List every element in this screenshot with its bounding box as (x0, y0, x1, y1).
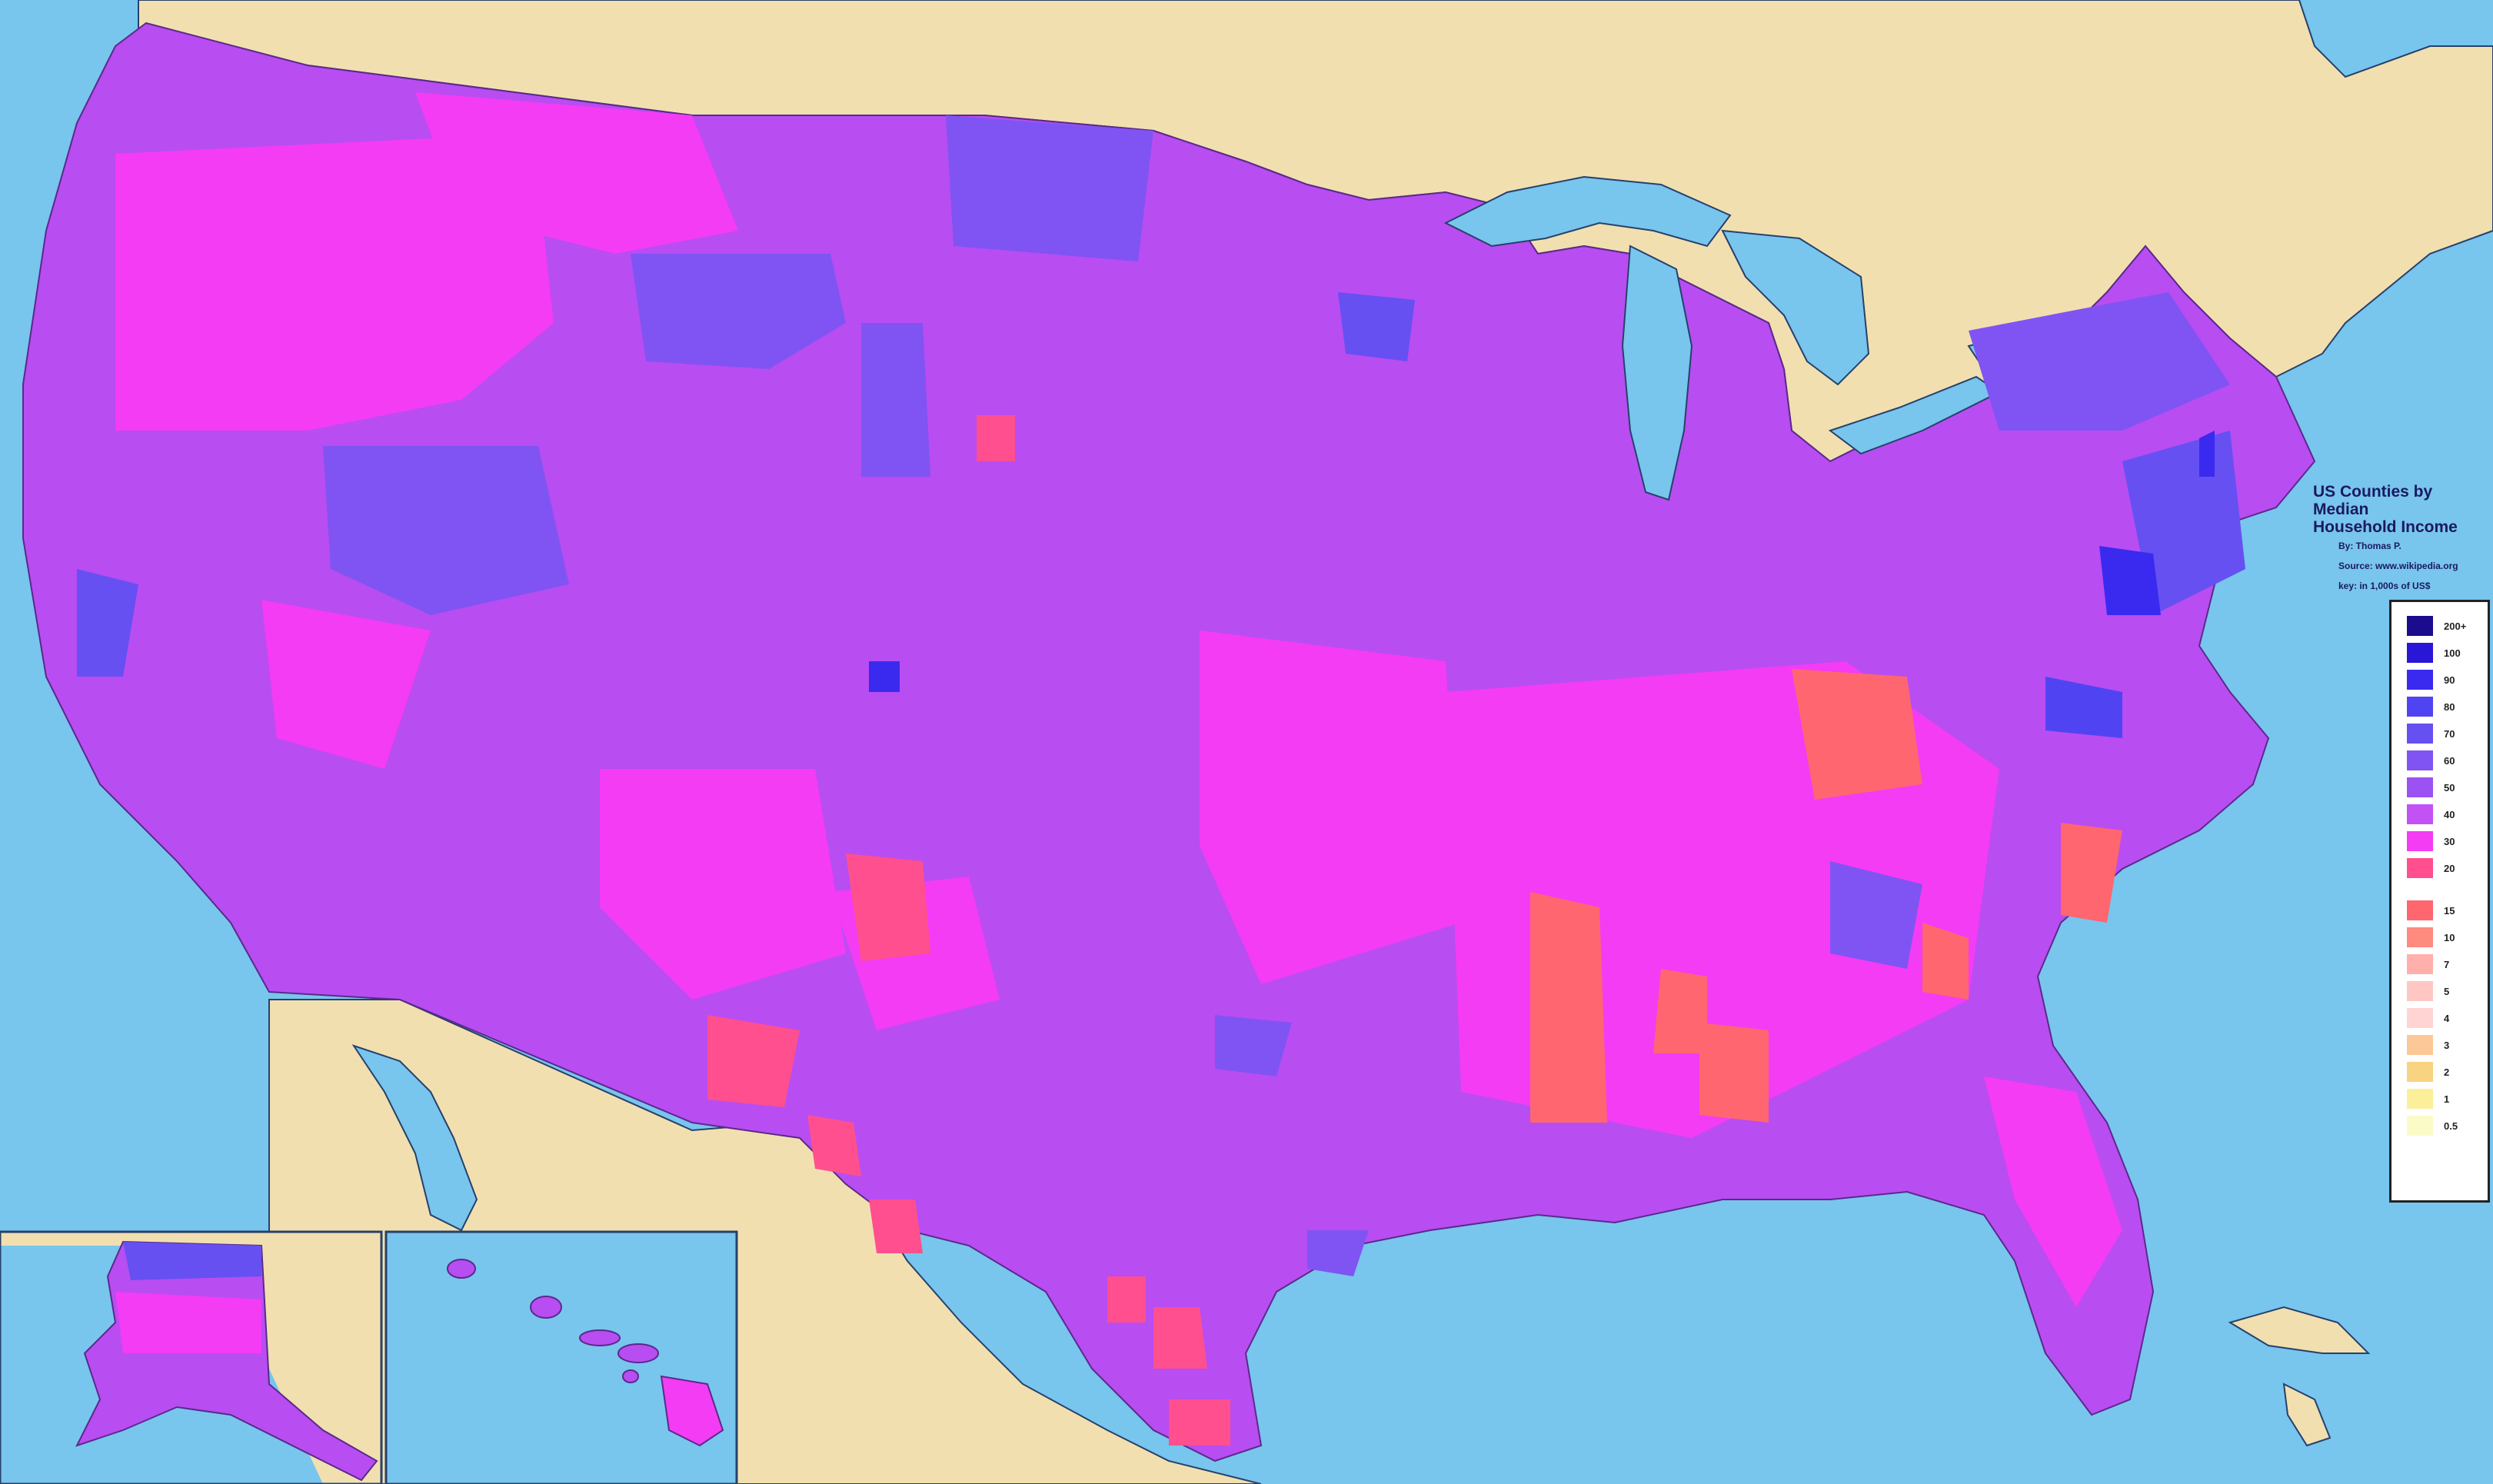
legend-item: 1 (2407, 1089, 2450, 1109)
legend-item: 60 (2407, 750, 2455, 770)
legend-item: 4 (2407, 1008, 2450, 1028)
legend-item: 5 (2407, 981, 2450, 1001)
legend-swatch (2407, 670, 2433, 690)
legend-swatch (2407, 804, 2433, 824)
legend-label: 4 (2444, 1012, 2450, 1024)
legend-label: 40 (2444, 808, 2455, 820)
lake-superior (1443, 175, 1732, 248)
legend: 200+ 100 90 80 70 60 50 40 30 20 15 10 7 5 4 3 2 1 0.5 (2389, 600, 2490, 1203)
alaska-canada-land (0, 1232, 381, 1484)
legend-swatch (2407, 1089, 2433, 1109)
lake-michigan (1621, 245, 1693, 501)
legend-item: 90 (2407, 670, 2455, 690)
key-note: key: in 1,000s of US$ (2338, 581, 2431, 591)
legend-swatch (2407, 1035, 2433, 1055)
alaska-inset-frame (0, 1230, 383, 1484)
legend-label: 90 (2444, 674, 2455, 686)
legend-label: 7 (2444, 958, 2450, 970)
legend-label: 20 (2444, 862, 2455, 874)
legend-label: 2 (2444, 1066, 2450, 1078)
alaska-north-patch (123, 1242, 261, 1280)
legend-swatch (2407, 900, 2433, 920)
legend-label: 70 (2444, 727, 2455, 740)
legend-swatch (2407, 954, 2433, 974)
legend-label: 15 (2444, 904, 2455, 917)
legend-item: 200+ (2407, 616, 2467, 636)
legend-item: 80 (2407, 697, 2455, 717)
legend-label: 100 (2444, 647, 2461, 659)
legend-swatch (2407, 750, 2433, 770)
legend-swatch (2407, 724, 2433, 744)
legend-label: 0.5 (2444, 1120, 2458, 1132)
hawaii-inset-bg (384, 1230, 738, 1484)
legend-swatch (2407, 1116, 2433, 1136)
legend-swatch (2407, 777, 2433, 797)
map-title-line-2: Household Income (2313, 518, 2458, 536)
legend-item: 10 (2407, 927, 2455, 947)
legend-label: 30 (2444, 835, 2455, 847)
cuba-land (2228, 1306, 2371, 1354)
legend-swatch (2407, 1008, 2433, 1028)
legend-item: 100 (2407, 643, 2461, 663)
legend-label: 3 (2444, 1039, 2450, 1051)
legend-item: 70 (2407, 724, 2455, 744)
bahamas-land (2282, 1383, 2332, 1447)
hawaii-islands (447, 1259, 724, 1447)
alaska-mid-patch (115, 1292, 261, 1353)
map-title-block: US Counties by Median Household Income B… (2313, 483, 2490, 596)
legend-label: 80 (2444, 700, 2455, 713)
legend-swatch (2407, 927, 2433, 947)
legend-item: 30 (2407, 831, 2455, 851)
legend-item: 20 (2407, 858, 2455, 878)
legend-swatch (2407, 981, 2433, 1001)
legend-label: 1 (2444, 1093, 2450, 1105)
legend-label: 200+ (2444, 620, 2467, 632)
legend-item: 15 (2407, 900, 2455, 920)
legend-label: 5 (2444, 985, 2450, 997)
legend-label: 50 (2444, 781, 2455, 794)
legend-swatch (2407, 1062, 2433, 1082)
map-title-line-1: US Counties by Median (2313, 483, 2433, 518)
legend-label: 10 (2444, 931, 2455, 943)
gulf-of-california (351, 1044, 478, 1232)
legend-item: 3 (2407, 1035, 2450, 1055)
legend-swatch (2407, 616, 2433, 636)
legend-swatch (2407, 643, 2433, 663)
legend-item: 0.5 (2407, 1116, 2458, 1136)
legend-label: 60 (2444, 754, 2455, 767)
source: Source: www.wikipedia.org (2338, 561, 2458, 571)
legend-swatch (2407, 831, 2433, 851)
legend-item: 7 (2407, 954, 2450, 974)
legend-item: 50 (2407, 777, 2455, 797)
byline: By: Thomas P. (2338, 541, 2401, 551)
legend-item: 40 (2407, 804, 2455, 824)
legend-item: 2 (2407, 1062, 2450, 1082)
lake-huron (1721, 229, 1870, 386)
legend-swatch (2407, 858, 2433, 878)
legend-swatch (2407, 697, 2433, 717)
county-patches (77, 92, 2245, 1446)
